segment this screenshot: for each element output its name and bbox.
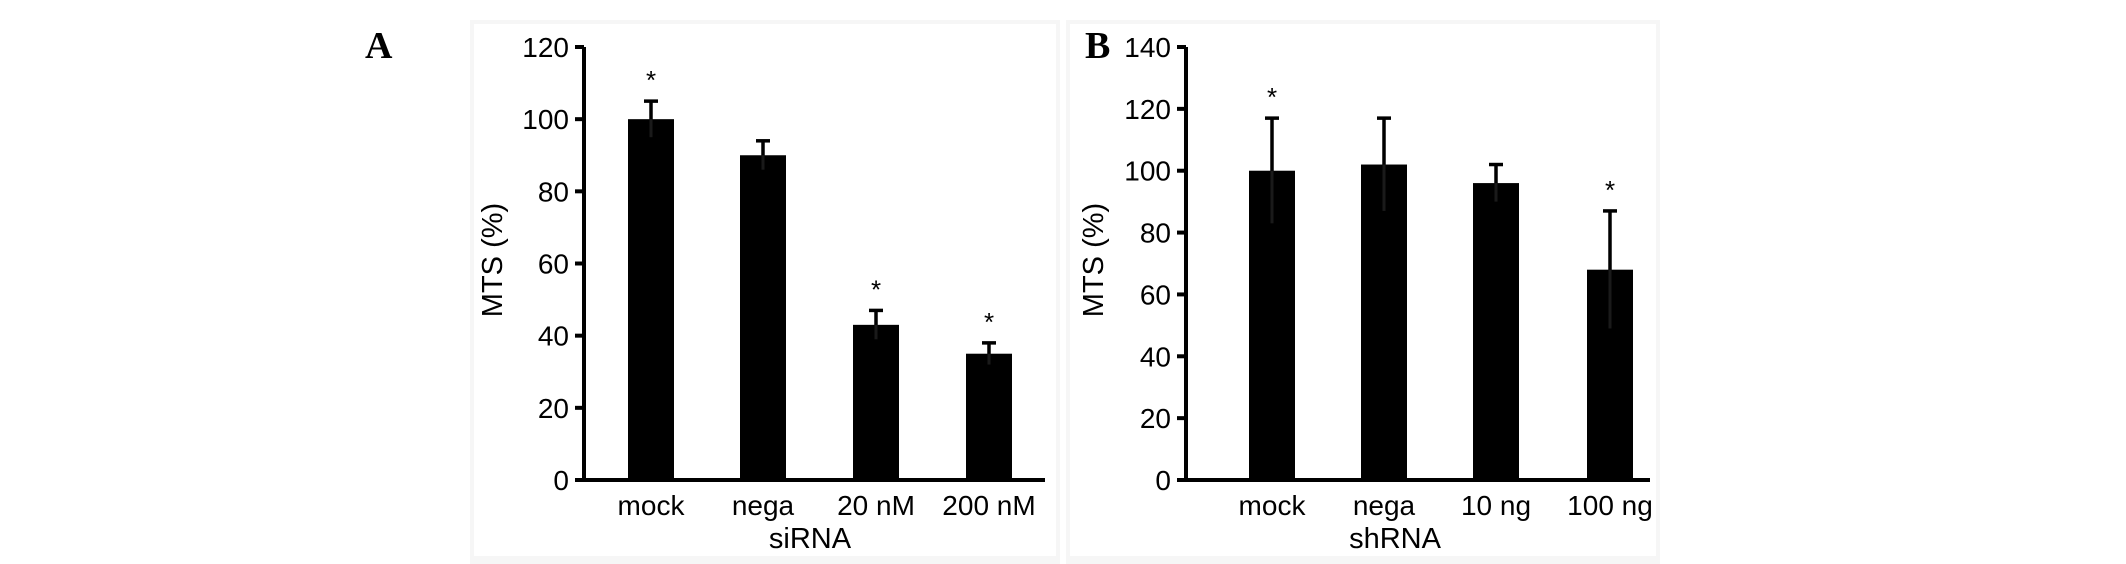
y-tick-label-a: 100 — [522, 104, 569, 135]
y-axis-title-b: MTS (%) — [1078, 203, 1110, 317]
category-label-a-2: nega — [732, 490, 795, 521]
x-axis-title-a: siRNA — [769, 523, 852, 555]
plot-area-a: 0 20 40 60 80 100 120 * mock nega * 20 nM * 200 nM — [522, 32, 1045, 521]
y-tick-label-b: 120 — [1124, 94, 1171, 125]
chart-panel-a: A MTS (%) siRNA 0 20 40 60 80 100 120 * mock nega… — [365, 25, 1045, 555]
y-tick-label-b: 100 — [1124, 156, 1171, 187]
y-tick-label-a: 80 — [538, 176, 569, 207]
y-axis-title-a: MTS (%) — [477, 203, 509, 317]
category-label-b-4: 100 ng — [1567, 490, 1653, 521]
bar-a-4 — [966, 353, 1012, 480]
significance-star-a-3: * — [871, 274, 881, 304]
panel-label-a: A — [365, 25, 393, 67]
y-tick-label-a: 0 — [553, 465, 569, 496]
bar-a-2 — [740, 155, 786, 480]
significance-star-a-1: * — [646, 65, 656, 95]
y-tick-label-b: 0 — [1155, 465, 1171, 496]
significance-star-b-1: * — [1267, 82, 1277, 112]
bar-b-3 — [1473, 183, 1519, 481]
category-label-b-3: 10 ng — [1461, 490, 1531, 521]
plot-area-b: 0 20 40 60 80 100 120 140 * mock nega 10 ng * 100 ng — [1124, 32, 1653, 521]
y-tick-label-b: 80 — [1140, 218, 1171, 249]
panel-label-b: B — [1085, 25, 1110, 67]
y-tick-label-a: 60 — [538, 249, 569, 280]
y-tick-label-a: 20 — [538, 393, 569, 424]
chart-panel-b: B MTS (%) shRNA 0 20 40 60 80 100 120 140 * mock n… — [1078, 25, 1653, 555]
bar-a-3 — [853, 324, 899, 480]
y-tick-label-b: 140 — [1124, 32, 1171, 63]
y-tick-label-a: 120 — [522, 32, 569, 63]
y-tick-label-b: 60 — [1140, 279, 1171, 310]
significance-star-a-4: * — [984, 307, 994, 337]
bar-b-2 — [1361, 164, 1407, 480]
category-label-b-1: mock — [1239, 490, 1307, 521]
category-label-a-1: mock — [618, 490, 686, 521]
category-label-b-2: nega — [1353, 490, 1416, 521]
y-tick-label-a: 40 — [538, 321, 569, 352]
x-axis-title-b: shRNA — [1349, 523, 1442, 555]
bar-a-1 — [628, 119, 674, 481]
category-label-a-3: 20 nM — [837, 490, 915, 521]
y-tick-label-b: 20 — [1140, 403, 1171, 434]
significance-star-b-4: * — [1605, 175, 1615, 205]
y-tick-label-b: 40 — [1140, 341, 1171, 372]
category-label-a-4: 200 nM — [942, 490, 1035, 521]
